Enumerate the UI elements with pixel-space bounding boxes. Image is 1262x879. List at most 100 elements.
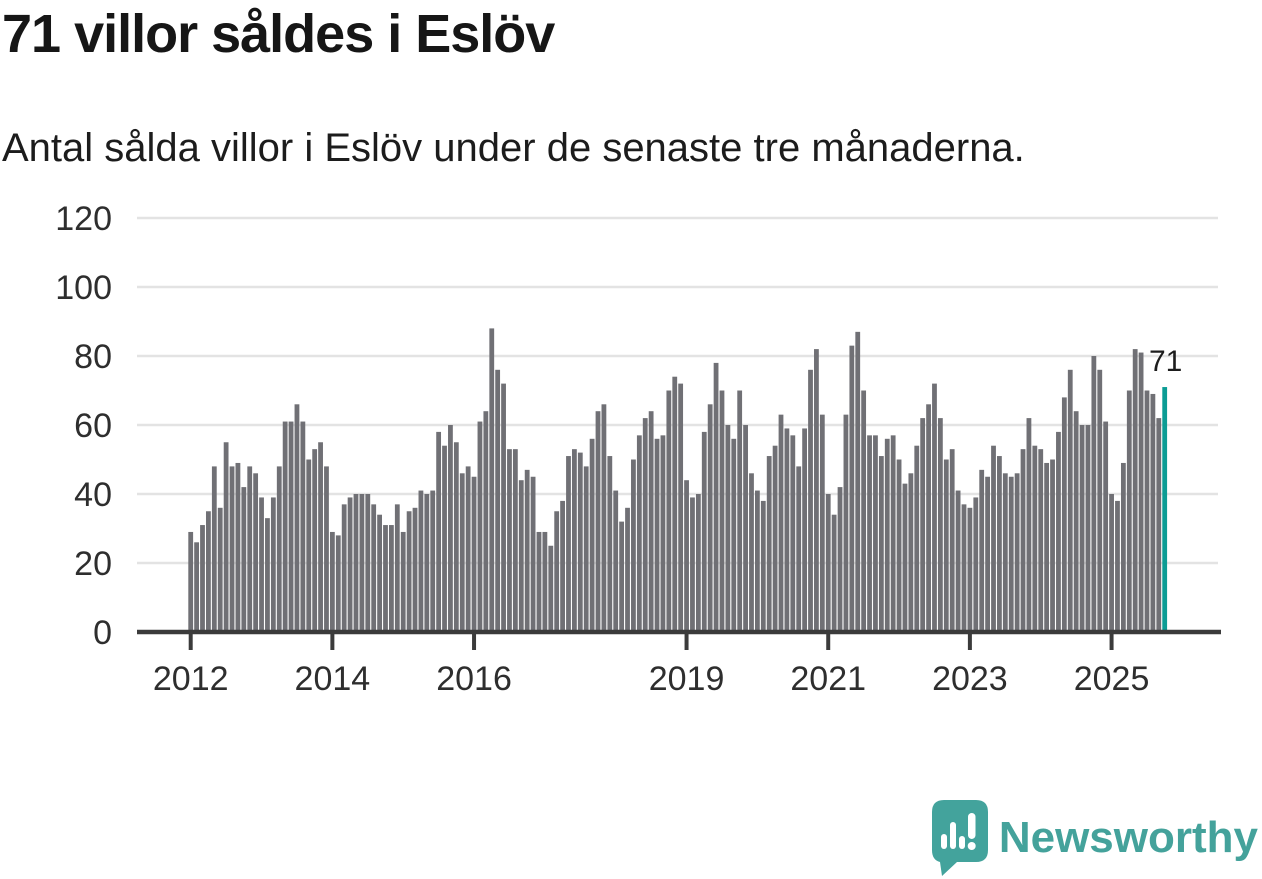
bar [377, 514, 382, 632]
bar [465, 466, 471, 632]
bar [684, 480, 689, 632]
bar [926, 404, 931, 632]
bar [837, 487, 843, 632]
brand-name: Newsworthy [998, 813, 1258, 862]
bar [200, 525, 205, 632]
bar [453, 442, 459, 632]
bar [985, 476, 991, 632]
x-axis-label: 2014 [295, 660, 371, 698]
bar [188, 531, 194, 632]
bar [819, 414, 825, 632]
bar [448, 425, 453, 632]
bar [937, 418, 943, 632]
bar [725, 425, 731, 632]
bar [873, 435, 878, 632]
bar [997, 456, 1002, 632]
bar [743, 425, 748, 632]
bar [312, 449, 318, 632]
bar [359, 494, 365, 632]
bar [259, 497, 264, 632]
bar [483, 411, 489, 632]
bar [861, 390, 867, 632]
logo-bar-small-icon [940, 834, 947, 849]
bar [719, 390, 725, 632]
y-axis-label: 120 [55, 200, 112, 238]
bar [459, 473, 465, 632]
bar [979, 469, 985, 632]
bar [932, 383, 937, 632]
bar [1014, 473, 1020, 632]
bar [548, 545, 554, 632]
x-axis-label: 2021 [790, 660, 866, 698]
bar [583, 466, 589, 632]
bar [760, 500, 766, 632]
bar [394, 504, 400, 632]
bar [784, 428, 790, 632]
bar [530, 476, 536, 632]
bar [389, 525, 394, 632]
bar [967, 507, 973, 632]
bar [896, 459, 902, 632]
bar [991, 445, 996, 632]
bar [619, 521, 625, 632]
bar [1026, 418, 1032, 632]
bar [418, 490, 424, 632]
bar [306, 459, 312, 632]
x-axis-label: 2016 [436, 660, 512, 698]
bar [648, 411, 654, 632]
bar [318, 442, 323, 632]
bar [908, 473, 914, 632]
bar-highlight-latest [1162, 387, 1168, 632]
bar [796, 466, 802, 632]
bar [890, 435, 896, 632]
bar [489, 328, 495, 632]
bar [902, 483, 908, 632]
bar [855, 331, 861, 632]
bar [206, 511, 211, 632]
bar [1073, 411, 1079, 632]
bar [808, 369, 813, 632]
bar [867, 435, 872, 632]
bar [666, 390, 672, 632]
bar [737, 390, 743, 632]
logo-bar-mid-icon [958, 836, 965, 849]
bar [749, 473, 754, 632]
bar [247, 466, 253, 632]
bar [707, 404, 713, 632]
bar [973, 497, 979, 632]
bar [949, 449, 955, 632]
bar [1085, 425, 1091, 632]
bar [843, 414, 849, 632]
bar [1002, 473, 1008, 632]
bar [613, 490, 619, 632]
bar [495, 369, 501, 632]
bar [194, 542, 200, 632]
newsworthy-logo-icon [931, 800, 988, 876]
bar [961, 504, 967, 632]
bar [412, 507, 418, 632]
bar [1020, 449, 1026, 632]
bar [265, 518, 270, 632]
bar [560, 500, 565, 632]
bar [223, 442, 229, 632]
bar [294, 404, 300, 632]
bar [884, 438, 890, 632]
bar [518, 480, 524, 632]
bar [642, 418, 648, 632]
x-axis-label: 2019 [649, 660, 725, 698]
bar [1050, 459, 1055, 632]
bar [270, 497, 276, 632]
bar [571, 449, 577, 632]
y-axis-label: 100 [55, 269, 112, 307]
bar [288, 421, 294, 632]
bar [577, 452, 583, 632]
bar [1126, 390, 1132, 632]
bar [636, 435, 642, 632]
y-axis-label: 40 [74, 476, 112, 514]
bar [849, 345, 855, 632]
page-title: 71 villor såldes i Eslöv [2, 4, 555, 64]
bar [754, 490, 760, 632]
bar [477, 421, 483, 632]
x-axis-label: 2025 [1074, 660, 1150, 698]
bar [217, 507, 223, 632]
